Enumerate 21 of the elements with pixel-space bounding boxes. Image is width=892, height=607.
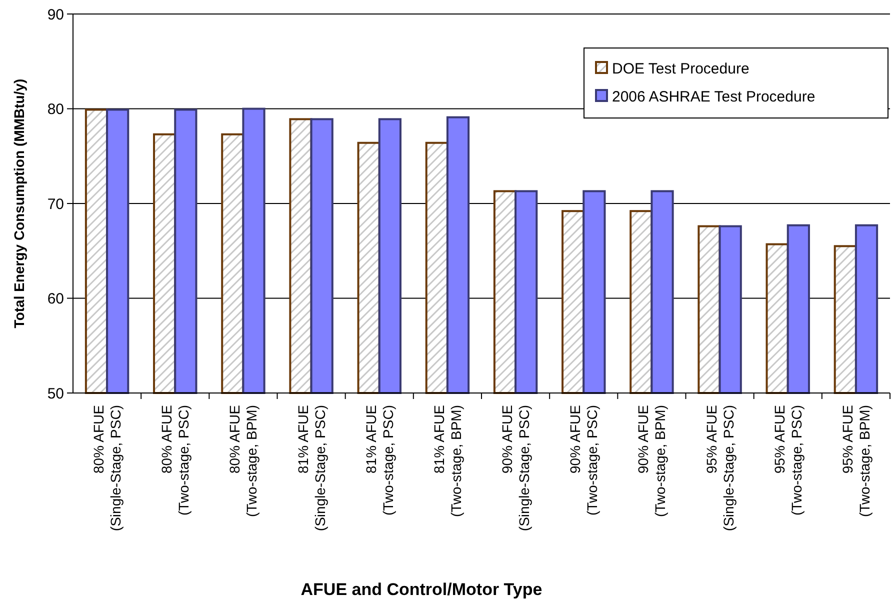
legend-label: DOE Test Procedure <box>612 60 750 78</box>
x-tick-label: 80% AFUE (Two-stage, PSC) <box>158 405 192 516</box>
x-tick-label: 81% AFUE (Two-stage, PSC) <box>362 405 396 516</box>
x-tick-label: 95% AFUE (Two-stage, BPM) <box>839 405 872 518</box>
x-tick-label: 90% AFUE (Single-Stage, PSC) <box>499 405 532 532</box>
x-tick-label: 95% AFUE (Single-Stage, PSC) <box>703 405 736 532</box>
x-tick-label: 80% AFUE (Two-stage, BPM) <box>226 405 260 518</box>
y-axis-title: Total Energy Consumption (MMBtu/y) <box>11 78 27 328</box>
y-tick-label: 50 <box>47 385 64 402</box>
x-axis-title: AFUE and Control/Motor Type <box>300 580 542 599</box>
x-tick-label: 81% AFUE (Single-Stage, PSC) <box>294 405 328 532</box>
legend-label: 2006 ASHRAE Test Procedure <box>612 88 816 106</box>
y-tick-label: 90 <box>47 6 64 24</box>
y-tick-label: 80 <box>47 101 64 118</box>
x-tick-label: 80% AFUE (Single-Stage, PSC) <box>90 405 124 532</box>
x-tick-label: 90% AFUE (Two-stage, PSC) <box>567 405 600 516</box>
y-tick-label: 70 <box>47 196 64 213</box>
y-tick-label: 60 <box>47 290 64 308</box>
x-tick-label: 90% AFUE (Two-stage, BPM) <box>635 405 668 518</box>
x-tick-label: 95% AFUE (Two-stage, PSC) <box>771 405 804 516</box>
x-tick-label: 81% AFUE (Two-stage, BPM) <box>430 405 464 518</box>
